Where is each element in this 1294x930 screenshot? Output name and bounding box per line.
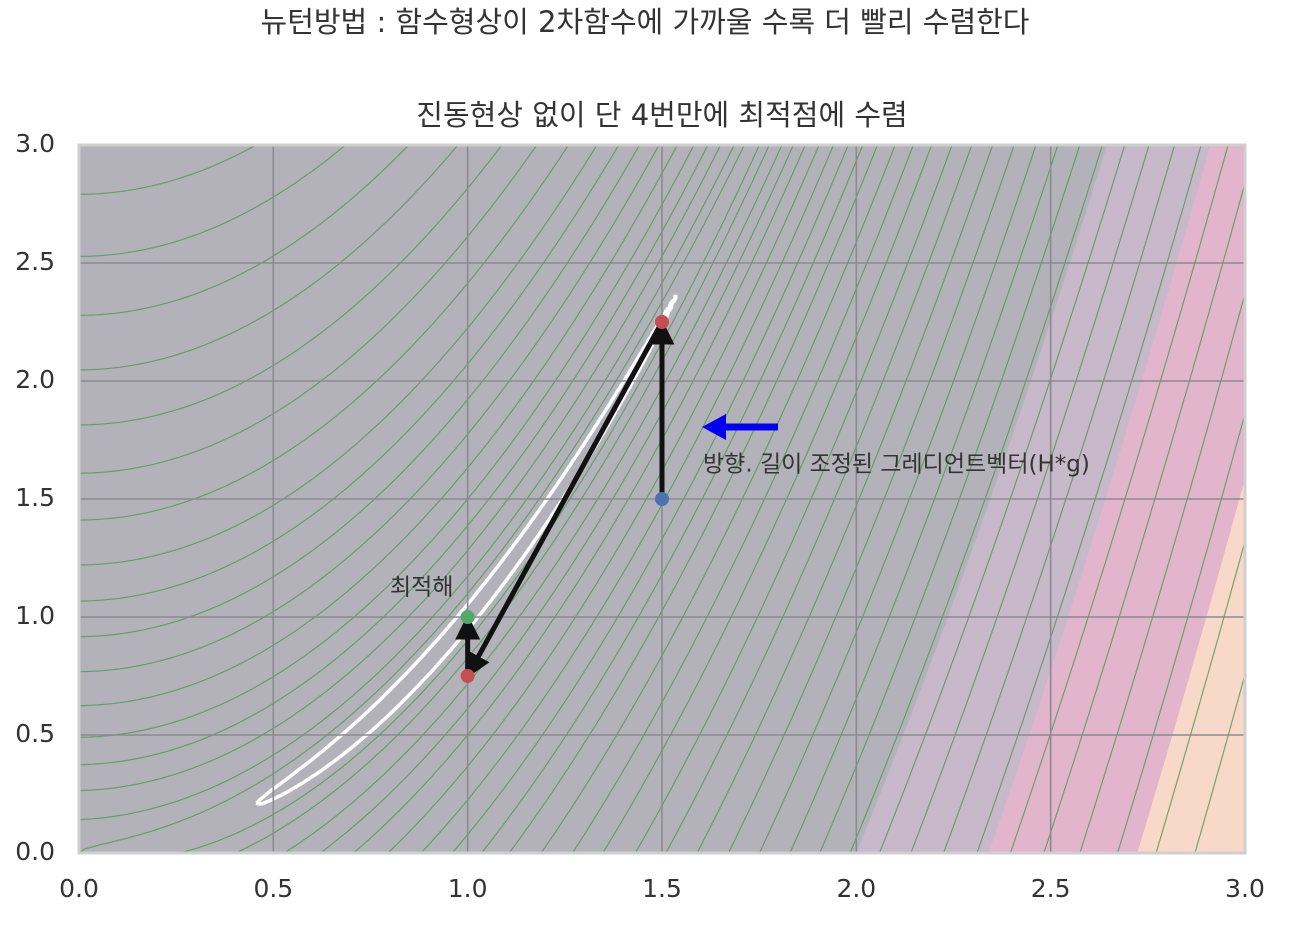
step-point <box>460 669 475 683</box>
step-point <box>655 492 669 506</box>
y-tick-label: 2.5 <box>15 247 55 276</box>
contour-line <box>1009 145 1229 853</box>
contour-line <box>878 145 1126 853</box>
annotation: 방향. 길이 조정된 그레디언트벡터(H*g) <box>703 452 1090 478</box>
x-tick-label: 0.5 <box>253 874 293 903</box>
step-arrow <box>465 320 665 679</box>
y-tick-label: 3.0 <box>15 129 55 158</box>
x-tick-label: 2.5 <box>1031 874 1071 903</box>
overlay: 0.0 0.5 1.0 1.5 2.0 2.5 3.0 0.0 0.5 1.0 1.5 2.0 2.5 3… <box>15 129 1265 903</box>
contour-line <box>79 145 849 853</box>
annotation-arrowhead <box>702 414 726 440</box>
contour-line <box>789 145 1059 853</box>
step-point <box>655 315 669 329</box>
chart-title: 진동현상 없이 단 4번만에 최적점에 수렴 <box>416 98 907 132</box>
contour-line <box>79 145 835 853</box>
contour-line <box>976 145 1202 853</box>
y-tick-label: 2.0 <box>15 365 55 394</box>
y-tick-label: 0.5 <box>15 719 55 748</box>
y-tick-label: 0.0 <box>15 837 55 866</box>
y-tick-label: 1.5 <box>15 483 55 512</box>
suptitle: 뉴턴방법 : 함수형상이 2차함수에 가까울 수록 더 빨리 수렴한다 <box>261 5 1030 39</box>
plot-area <box>79 145 1245 853</box>
x-tick-label: 0.0 <box>59 874 99 903</box>
x-tick-label: 1.5 <box>642 874 682 903</box>
contour-line <box>79 145 896 853</box>
contour-line <box>910 145 1150 853</box>
contour-line <box>1155 540 1245 853</box>
x-tick-label: 3.0 <box>1225 874 1265 903</box>
contour-line <box>1116 413 1245 853</box>
x-tick-label: 1.0 <box>448 874 488 903</box>
contour-line <box>1043 182 1245 853</box>
y-tick-label: 1.0 <box>15 601 55 630</box>
x-tick-label: 2.0 <box>836 874 876 903</box>
plot-border <box>77 143 1247 855</box>
filled-band <box>1137 478 1245 853</box>
contour-line <box>1079 293 1245 853</box>
contour-line <box>79 145 914 853</box>
step-point <box>460 610 475 624</box>
contour-line <box>819 145 1081 853</box>
annotation: 최적해 <box>390 575 453 601</box>
